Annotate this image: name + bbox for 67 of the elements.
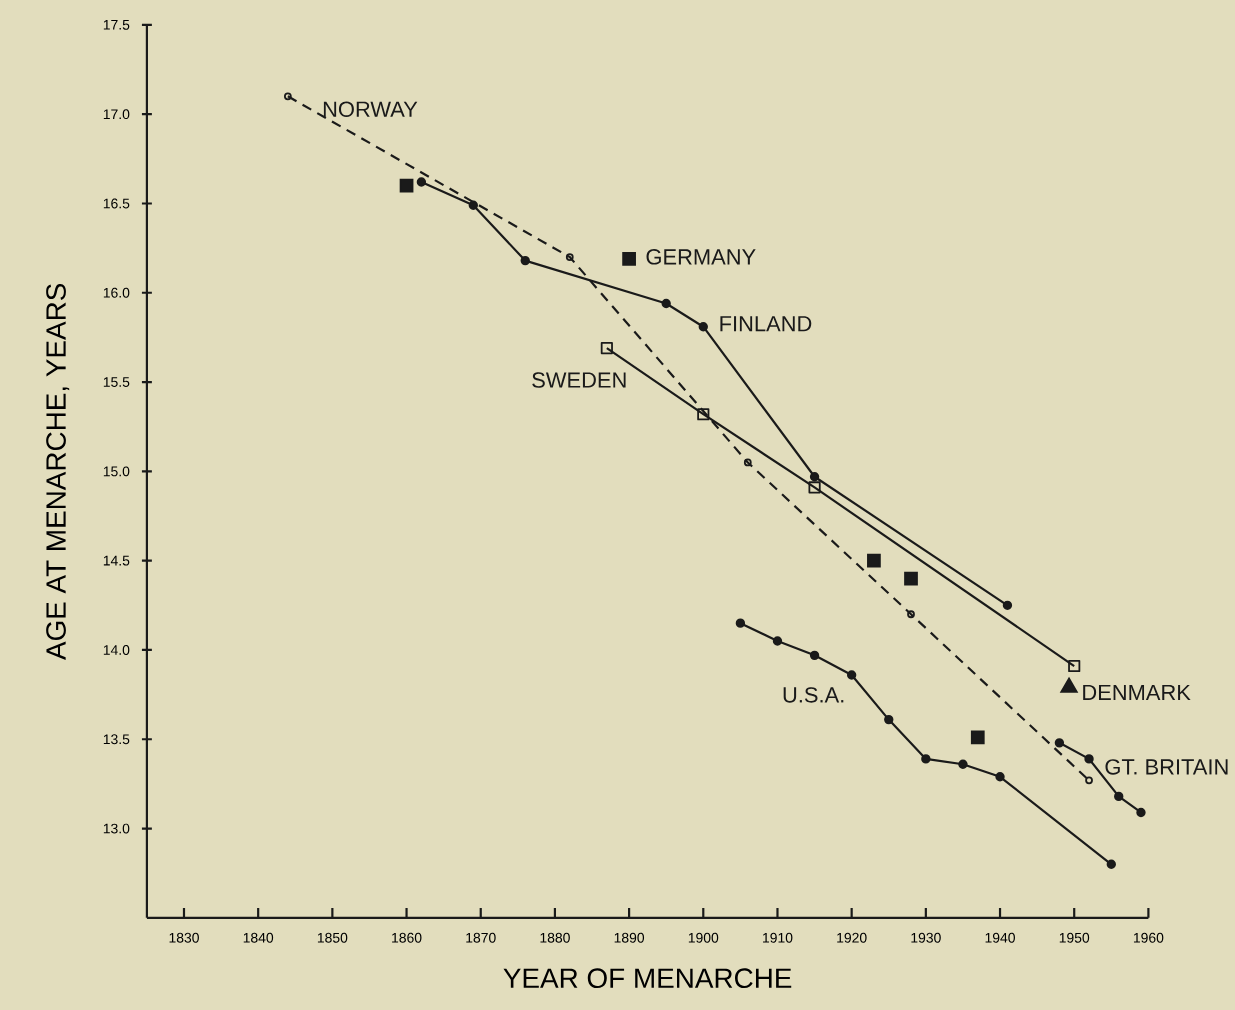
- point: [697, 407, 710, 421]
- point: [809, 650, 820, 660]
- point: [735, 618, 746, 628]
- point: [283, 92, 292, 100]
- point: [1068, 659, 1081, 672]
- series-label: DENMARK: [1083, 684, 1191, 700]
- point: [1002, 600, 1013, 610]
- y-tick-label: 17.5: [103, 19, 130, 30]
- point: [867, 553, 881, 568]
- x-tick-label: 1840: [243, 932, 274, 943]
- point: [743, 458, 752, 467]
- x-tick-label: 1920: [837, 932, 867, 943]
- point: [921, 754, 931, 764]
- point: [399, 178, 414, 193]
- x-tick-label: 1960: [1133, 932, 1164, 943]
- y-tick-label: 13.5: [103, 734, 130, 744]
- y-tick-label: 14.5: [103, 555, 130, 566]
- y-tick-label: 16.0: [103, 287, 130, 298]
- point: [1136, 807, 1146, 817]
- x-tick-label: 1890: [614, 932, 645, 943]
- x-tick-label: 1860: [392, 932, 422, 943]
- point: [846, 670, 857, 680]
- x-tick-label: 1880: [540, 932, 570, 943]
- y-tick-label: 16.5: [103, 198, 130, 209]
- point: [1085, 776, 1093, 784]
- series-label: FINLAND: [720, 315, 812, 332]
- point: [622, 251, 636, 266]
- point: [1114, 791, 1124, 801]
- series-label: U.S.A.: [783, 686, 844, 703]
- point: [1054, 737, 1065, 748]
- series-label: GT. BRITAIN: [1105, 758, 1228, 775]
- point: [1084, 754, 1094, 764]
- y-tick-label: 15.0: [103, 466, 130, 477]
- point: [1106, 859, 1116, 869]
- x-tick-label: 1850: [317, 932, 348, 943]
- point: [661, 298, 671, 308]
- x-tick-label: 1870: [466, 932, 496, 943]
- x-tick-label: 1940: [985, 932, 1015, 943]
- point: [995, 771, 1005, 782]
- point: [698, 321, 708, 332]
- y-tick-label: 14.0: [103, 644, 130, 655]
- point: [772, 636, 783, 646]
- point: [907, 610, 915, 618]
- y-axis-title: AGE AT MENARCHE, YEARS: [46, 283, 70, 660]
- x-tick-label: 1900: [688, 932, 719, 943]
- y-tick-label: 13.0: [103, 823, 130, 834]
- series-label: SWEDEN: [532, 372, 626, 388]
- x-tick-label: 1830: [169, 932, 199, 943]
- y-tick-label: 17.0: [103, 109, 130, 119]
- point: [468, 200, 478, 210]
- point: [565, 252, 574, 261]
- x-axis-title: YEAR OF MENARCHE: [503, 968, 792, 988]
- y-tick-label: 15.5: [103, 376, 130, 387]
- point: [958, 759, 968, 769]
- point: [884, 714, 894, 725]
- point: [904, 571, 918, 586]
- x-tick-label: 1910: [763, 932, 793, 943]
- point: [809, 471, 820, 482]
- point: [970, 730, 985, 745]
- series-label: NORWAY: [323, 101, 418, 117]
- point: [416, 177, 427, 187]
- series-label: GERMANY: [646, 248, 756, 265]
- point: [520, 255, 530, 266]
- x-tick-label: 1930: [911, 932, 941, 943]
- x-tick-label: 1950: [1059, 932, 1090, 943]
- point: [600, 341, 613, 354]
- point: [808, 481, 821, 494]
